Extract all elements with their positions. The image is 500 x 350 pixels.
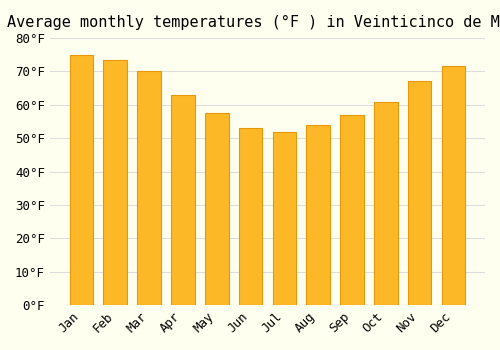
- Bar: [205, 113, 229, 305]
- Bar: [104, 60, 127, 305]
- Bar: [238, 128, 262, 305]
- Bar: [374, 102, 398, 305]
- Bar: [442, 66, 465, 305]
- Bar: [138, 71, 161, 305]
- Title: Average monthly temperatures (°F ) in Veinticinco de Mayo: Average monthly temperatures (°F ) in Ve…: [8, 15, 500, 30]
- Bar: [272, 132, 296, 305]
- Bar: [171, 95, 194, 305]
- Bar: [70, 55, 94, 305]
- Bar: [306, 125, 330, 305]
- Bar: [408, 82, 432, 305]
- Bar: [340, 115, 364, 305]
